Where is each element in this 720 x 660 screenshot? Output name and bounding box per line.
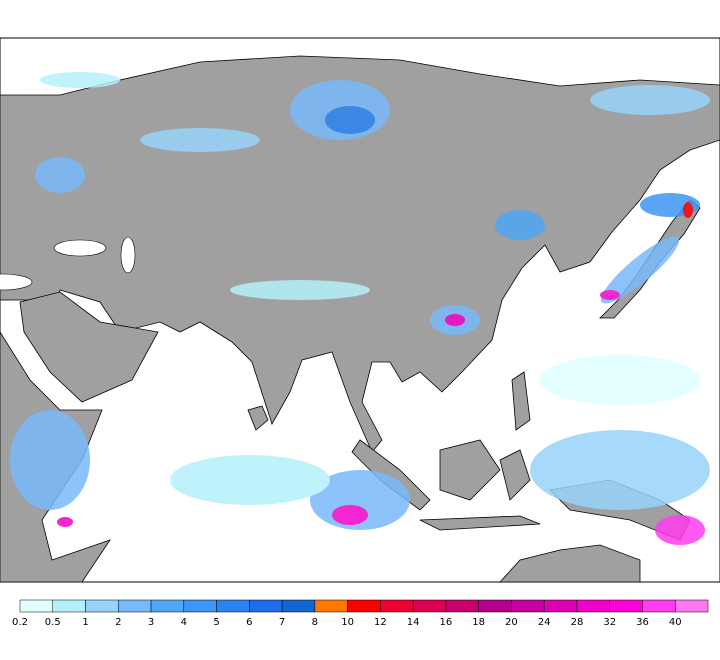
color-box	[609, 599, 643, 613]
colorbar-label: 36	[636, 617, 649, 628]
map	[0, 37, 720, 583]
colorbar-label: 24	[538, 617, 551, 628]
colorbar-label: 5	[213, 617, 219, 628]
color-box	[380, 599, 414, 613]
color-box	[150, 599, 185, 613]
color-box	[445, 599, 479, 613]
color-box	[249, 599, 283, 613]
color-box	[314, 599, 348, 613]
color-box	[85, 599, 119, 613]
color-box	[118, 599, 152, 613]
color-box	[216, 599, 250, 613]
colorbar-label: 3	[148, 617, 154, 628]
colorbar-label: 10	[341, 617, 354, 628]
color-box	[52, 599, 86, 613]
colorbar-label: 16	[440, 617, 453, 628]
colorbar-label: 7	[279, 617, 285, 628]
colorbar-label: 28	[571, 617, 584, 628]
colorbar-label: 0.5	[45, 617, 61, 628]
color-box	[478, 599, 512, 613]
color-box	[183, 599, 217, 613]
colorbar-label: 12	[374, 617, 387, 628]
colorbar-label: 0.2	[12, 617, 28, 628]
inland-seas	[0, 236, 136, 291]
colorbar-label: 6	[246, 617, 252, 628]
colorbar-label: 18	[472, 617, 485, 628]
colorbar: 0.2 0.5 1 2 3 4 5 6 7 8 10 12 14 16 18 20 24 28 32 36 40	[12, 599, 709, 628]
colorbar-label: 8	[312, 617, 318, 628]
color-box	[576, 599, 610, 613]
color-box	[19, 599, 54, 613]
color-box	[511, 599, 545, 613]
color-box	[281, 599, 316, 613]
colorbar-label: 1	[82, 617, 88, 628]
colorbar-label: 14	[407, 617, 420, 628]
colorbar-label: 2	[115, 617, 121, 628]
precipitation-areas	[10, 72, 710, 545]
color-box	[543, 599, 578, 613]
color-box	[412, 599, 447, 613]
color-box	[642, 599, 676, 613]
color-box	[674, 599, 709, 613]
colorbar-label: 4	[181, 617, 187, 628]
colorbar-label: 32	[603, 617, 616, 628]
colorbar-label: 40	[669, 617, 682, 628]
color-box	[347, 599, 381, 613]
colorbar-label: 20	[505, 617, 518, 628]
